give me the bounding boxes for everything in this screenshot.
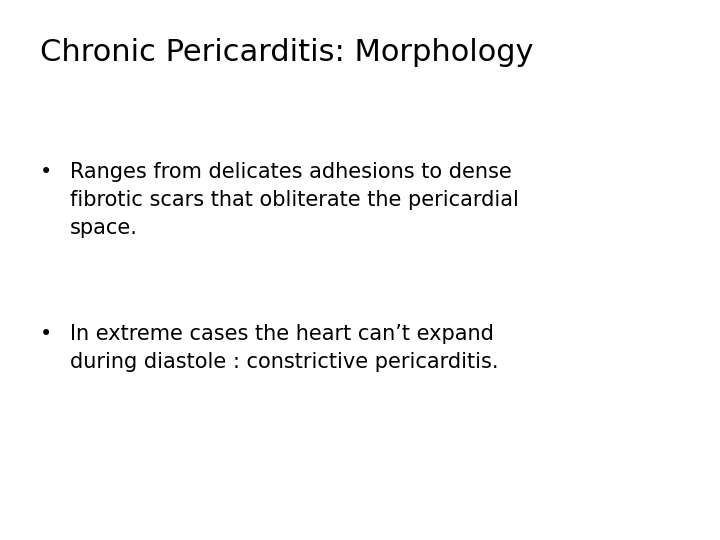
Text: Ranges from delicates adhesions to dense
fibrotic scars that obliterate the peri: Ranges from delicates adhesions to dense… (70, 162, 518, 238)
Text: Chronic Pericarditis: Morphology: Chronic Pericarditis: Morphology (40, 38, 533, 67)
Text: •: • (40, 162, 52, 182)
Text: In extreme cases the heart can’t expand
during diastole : constrictive pericardi: In extreme cases the heart can’t expand … (70, 324, 498, 372)
Text: •: • (40, 324, 52, 344)
